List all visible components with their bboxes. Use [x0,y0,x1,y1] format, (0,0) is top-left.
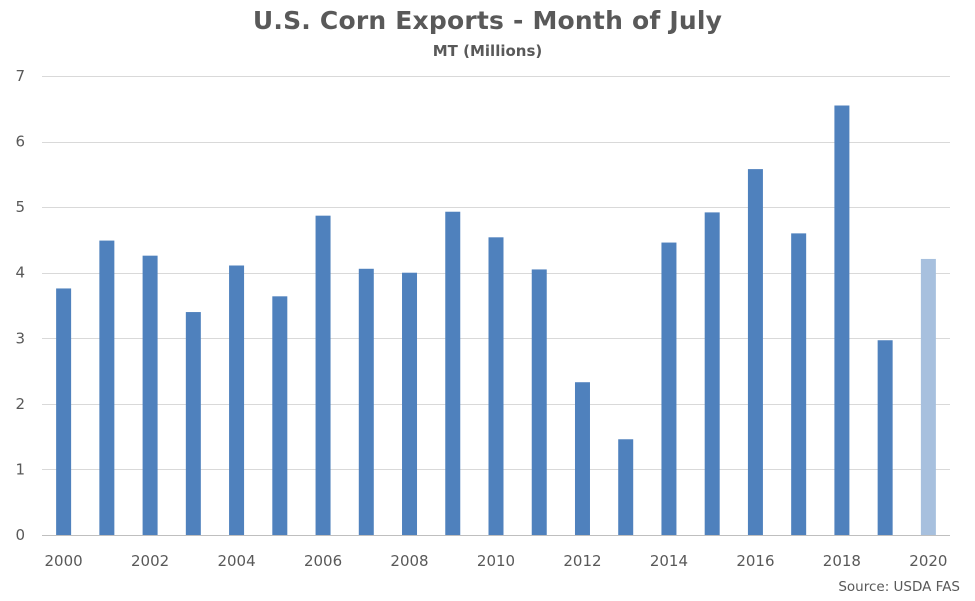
bar-2006 [315,215,331,536]
bar-2020 [920,258,936,535]
chart-subtitle: MT (Millions) [432,42,543,60]
x-tick-label: 2008 [390,552,428,570]
y-tick-label: 5 [15,198,25,216]
bar-2019 [877,340,893,535]
y-tick-label: 4 [15,264,25,282]
bar-2010 [488,237,504,535]
bar-2003 [185,312,201,535]
bar-2011 [531,269,547,535]
bar-2012 [574,382,590,535]
bar-2017 [791,233,807,535]
y-tick-label: 6 [15,133,25,151]
x-tick-label: 2018 [823,552,861,570]
source-note: Source: USDA FAS [838,579,960,595]
x-tick-label: 2000 [45,552,83,570]
x-tick-label: 2020 [909,552,947,570]
x-tick-label: 2012 [563,552,601,570]
x-tick-label: 2006 [304,552,342,570]
bar-2008 [402,272,418,535]
bar-2001 [99,240,115,535]
bar-2005 [272,296,288,535]
x-tick-label: 2002 [131,552,169,570]
bar-2007 [358,268,374,535]
y-tick-label: 2 [15,395,25,413]
chart-title: U.S. Corn Exports - Month of July [252,6,723,35]
y-tick-label: 1 [15,460,25,478]
bar-2002 [142,255,158,536]
bar-2013 [618,439,634,535]
bar-2000 [56,288,72,535]
y-tick-label: 7 [15,67,25,85]
y-tick-label: 0 [15,526,25,544]
bar-2004 [229,265,245,535]
y-tick-label: 3 [15,329,25,347]
bar-2015 [704,212,720,535]
x-tick-label: 2010 [477,552,515,570]
bar-2016 [747,169,763,536]
y-axis-tick-labels: 0 1 2 3 4 5 6 7 [15,67,25,544]
bar-2014 [661,242,677,536]
x-axis-tick-labels: 2000 2002 2004 2006 2008 2010 2012 2014 2016 2018… [45,552,948,570]
bar-series [56,105,936,536]
bar-2018 [834,105,850,535]
x-tick-label: 2014 [650,552,688,570]
bar-2009 [445,211,461,536]
x-tick-label: 2004 [217,552,255,570]
x-tick-label: 2016 [736,552,774,570]
